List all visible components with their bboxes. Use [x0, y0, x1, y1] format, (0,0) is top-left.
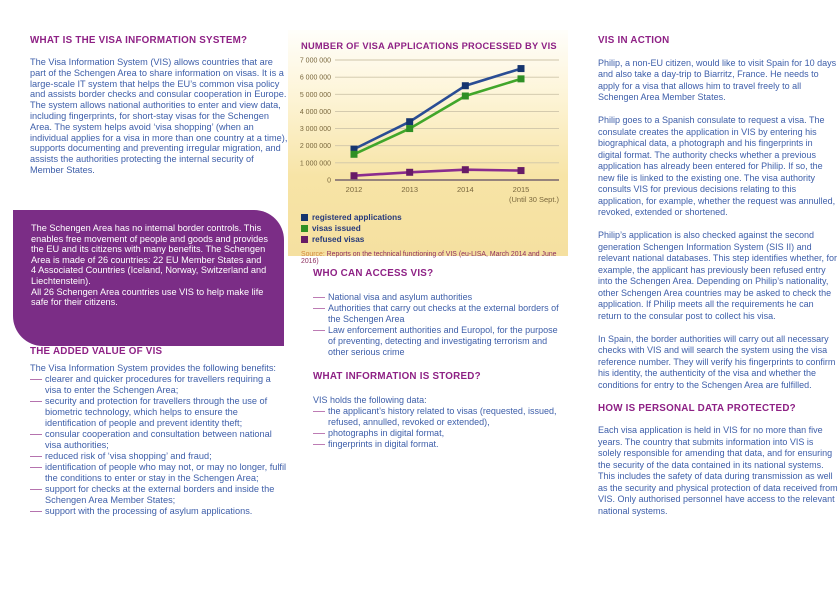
svg-text:0: 0: [327, 178, 331, 185]
added-value-intro: The Visa Information System provides the…: [30, 363, 276, 373]
section-heading-what-is-vis: WHAT IS THE VISA INFORMATION SYSTEM?: [30, 35, 248, 46]
list-item: identification of people who may not, or…: [30, 462, 288, 484]
legend-swatch-refused: [301, 236, 308, 243]
list-item: National visa and asylum authorities: [313, 292, 563, 303]
added-value-list: The Visa Information System provides the…: [30, 363, 288, 517]
legend-entry: refused visas: [301, 234, 568, 245]
list-item-text: fingerprints in digital format.: [328, 439, 439, 449]
legend-swatch-registered: [301, 214, 308, 221]
list-item-text: consular cooperation and consultation be…: [45, 429, 272, 450]
vis-in-action-paragraph: Philip goes to a Spanish consulate to re…: [598, 115, 836, 217]
svg-text:7 000 000: 7 000 000: [300, 58, 331, 65]
svg-text:2014: 2014: [457, 185, 474, 194]
svg-text:2012: 2012: [346, 185, 363, 194]
section-heading-added-value: THE ADDED VALUE OF VIS: [30, 346, 163, 357]
dash-bullet: [30, 467, 42, 469]
list-item-text: support for checks at the external borde…: [45, 484, 275, 505]
dash-bullet: [30, 401, 42, 403]
list-item: the applicant’s history related to visas…: [313, 406, 563, 428]
list-item: consular cooperation and consultation be…: [30, 429, 288, 451]
section-heading-vis-in-action: VIS IN ACTION: [598, 35, 670, 46]
list-item: Authorities that carry out checks at the…: [313, 303, 563, 325]
dash-bullet: [30, 379, 42, 381]
svg-text:1 000 000: 1 000 000: [300, 160, 331, 167]
vis-in-action-paragraph: Philip’s application is also checked aga…: [598, 230, 837, 321]
source-text: Reports on the technical functioning of …: [301, 251, 557, 265]
list-item: fingerprints in digital format.: [313, 439, 563, 450]
section-who-can-access: WHO CAN ACCESS VIS? National visa and as…: [313, 268, 563, 358]
vis-in-action-paragraph: Philip, a non-EU citizen, would like to …: [598, 57, 837, 103]
list-item-text: Authorities that carry out checks at the…: [328, 303, 559, 324]
svg-text:4 000 000: 4 000 000: [300, 109, 331, 116]
dash-bullet: [30, 489, 42, 491]
list-item-text: identification of people who may not, or…: [45, 462, 287, 483]
data-protected-paragraph: Each visa application is held in VIS for…: [598, 425, 838, 516]
chart-title: NUMBER OF VISA APPLICATIONS PROCESSED BY…: [301, 41, 557, 51]
list-item-text: photographs in digital format,: [328, 428, 445, 438]
legend-label: refused visas: [312, 235, 365, 244]
list-item: support with the processing of asylum ap…: [30, 506, 288, 517]
section-heading-data-protected: HOW IS PERSONAL DATA PROTECTED?: [598, 402, 796, 414]
dash-bullet: [313, 433, 325, 435]
dash-bullet: [313, 330, 325, 332]
chart-source: Source: Reports on the technical functio…: [301, 251, 568, 265]
list-item: support for checks at the external borde…: [30, 484, 288, 506]
legend-label: registered applications: [312, 213, 402, 222]
chart-legend: registered applications visas issued ref…: [301, 212, 568, 245]
what-is-vis-paragraph: The Visa Information System (VIS) allows…: [30, 57, 288, 175]
svg-text:(Until 30 Sept.): (Until 30 Sept.): [509, 195, 560, 204]
list-item-text: support with the processing of asylum ap…: [45, 506, 253, 516]
dash-bullet: [30, 511, 42, 513]
section-what-information-stored: WHAT INFORMATION IS STORED? VIS holds th…: [313, 371, 563, 450]
svg-text:2013: 2013: [401, 185, 418, 194]
svg-text:6 000 000: 6 000 000: [300, 75, 331, 82]
vis-in-action-paragraph: In Spain, the border authorities will ca…: [598, 333, 836, 390]
dash-bullet: [313, 297, 325, 299]
list-item-text: Law enforcement authorities and Europol,…: [328, 325, 558, 357]
what-stored-intro: VIS holds the following data:: [313, 395, 427, 405]
svg-text:2 000 000: 2 000 000: [300, 143, 331, 150]
source-label: Source:: [301, 251, 325, 258]
dash-bullet: [313, 411, 325, 413]
section-heading-who-can-access: WHO CAN ACCESS VIS?: [313, 268, 434, 279]
dash-bullet: [313, 308, 325, 310]
dash-bullet: [313, 444, 325, 446]
section-heading-what-stored: WHAT INFORMATION IS STORED?: [313, 371, 481, 382]
visa-applications-line-chart: 0 1 000 000 2 000 000 3 000 000 4 000 000 5 0…: [300, 58, 560, 205]
schengen-box-paragraph: All 26 Schengen Area countries use VIS t…: [31, 286, 264, 308]
legend-label: visas issued: [312, 224, 361, 233]
chart-panel: NUMBER OF VISA APPLICATIONS PROCESSED BY…: [288, 30, 568, 265]
list-item: Law enforcement authorities and Europol,…: [313, 325, 563, 358]
schengen-box-paragraph: The Schengen Area has no internal border…: [31, 223, 268, 286]
list-item: clearer and quicker procedures for trave…: [30, 374, 288, 396]
list-item: photographs in digital format,: [313, 428, 563, 439]
list-item-text: security and protection for travellers t…: [45, 396, 268, 428]
svg-text:3 000 000: 3 000 000: [300, 126, 331, 133]
dash-bullet: [30, 456, 42, 458]
legend-entry: visas issued: [301, 223, 568, 234]
svg-text:2015: 2015: [513, 185, 530, 194]
dash-bullet: [30, 434, 42, 436]
schengen-info-box: The Schengen Area has no internal border…: [13, 210, 284, 346]
svg-text:5 000 000: 5 000 000: [300, 92, 331, 99]
legend-swatch-issued: [301, 225, 308, 232]
right-column: VIS IN ACTION Philip, a non-EU citizen, …: [598, 35, 838, 529]
list-item-text: clearer and quicker procedures for trave…: [45, 374, 271, 395]
list-item: reduced risk of ‘visa shopping’ and frau…: [30, 451, 288, 462]
list-item: security and protection for travellers t…: [30, 396, 288, 429]
list-item-text: National visa and asylum authorities: [328, 292, 473, 302]
legend-entry: registered applications: [301, 212, 568, 223]
list-item-text: reduced risk of ‘visa shopping’ and frau…: [45, 451, 212, 461]
list-item-text: the applicant’s history related to visas…: [328, 406, 557, 427]
